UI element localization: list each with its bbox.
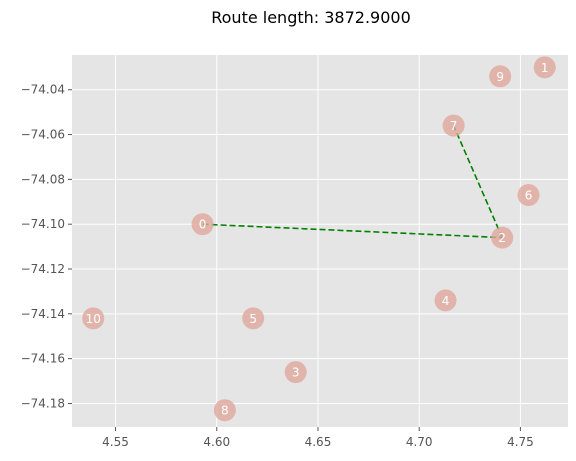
node-marker [82,307,105,330]
node-label: 7 [450,119,458,133]
route-segment [202,223,503,239]
node-marker [434,289,457,312]
x-tick-label: 4.60 [203,435,230,449]
y-tick-label: −74.16 [21,352,65,366]
route-node: 3 [284,361,307,384]
route-node: 10 [82,307,105,330]
y-tick-label: −74.10 [21,217,65,231]
node-marker [517,184,540,207]
node-label: 3 [292,366,300,380]
route-node: 2 [491,226,514,249]
node-label: 2 [498,231,506,245]
node-marker [213,399,236,422]
node-label: 4 [442,294,450,308]
grid-lines [72,55,568,427]
y-tick-label: −74.04 [21,83,65,97]
node-label: 5 [249,312,257,326]
node-marker [533,56,556,79]
x-tick-label: 4.65 [305,435,332,449]
route-segment [452,125,503,238]
route-node: 1 [533,56,556,79]
x-tick-label: 4.75 [507,435,534,449]
node-label: 8 [221,404,229,418]
chart-title: Route length: 3872.9000 [211,8,411,27]
route-path [202,125,503,239]
node-marker [191,213,214,236]
plot-area [72,55,568,427]
node-marker [489,65,512,88]
node-label: 0 [199,218,207,232]
node-marker [242,307,265,330]
x-tick-label: 4.70 [406,435,433,449]
node-marker [491,226,514,249]
route-node: 6 [517,184,540,207]
route-node: 4 [434,289,457,312]
node-label: 10 [86,312,101,326]
y-tick-label: −74.06 [21,128,65,142]
y-tick-label: −74.14 [21,307,65,321]
node-label: 1 [541,61,549,75]
route-node: 5 [242,307,265,330]
route-node: 9 [489,65,512,88]
route-node: 0 [191,213,214,236]
y-tick-label: −74.08 [21,172,65,186]
node-marker [442,114,465,137]
node-marker [284,361,307,384]
route-nodes: 0 1 2 3 4 5 6 7 8 9 10 [82,56,556,422]
node-label: 9 [496,70,504,84]
y-tick-label: −74.18 [21,396,65,410]
route-node: 7 [442,114,465,137]
node-label: 6 [525,189,533,203]
route-node: 8 [213,399,236,422]
y-tick-label: −74.12 [21,262,65,276]
x-tick-label: 4.55 [102,435,129,449]
axis-ticks: 4.55 4.60 4.65 4.70 4.75 −74.04 −74.06 −74.08 −7… [21,83,534,449]
